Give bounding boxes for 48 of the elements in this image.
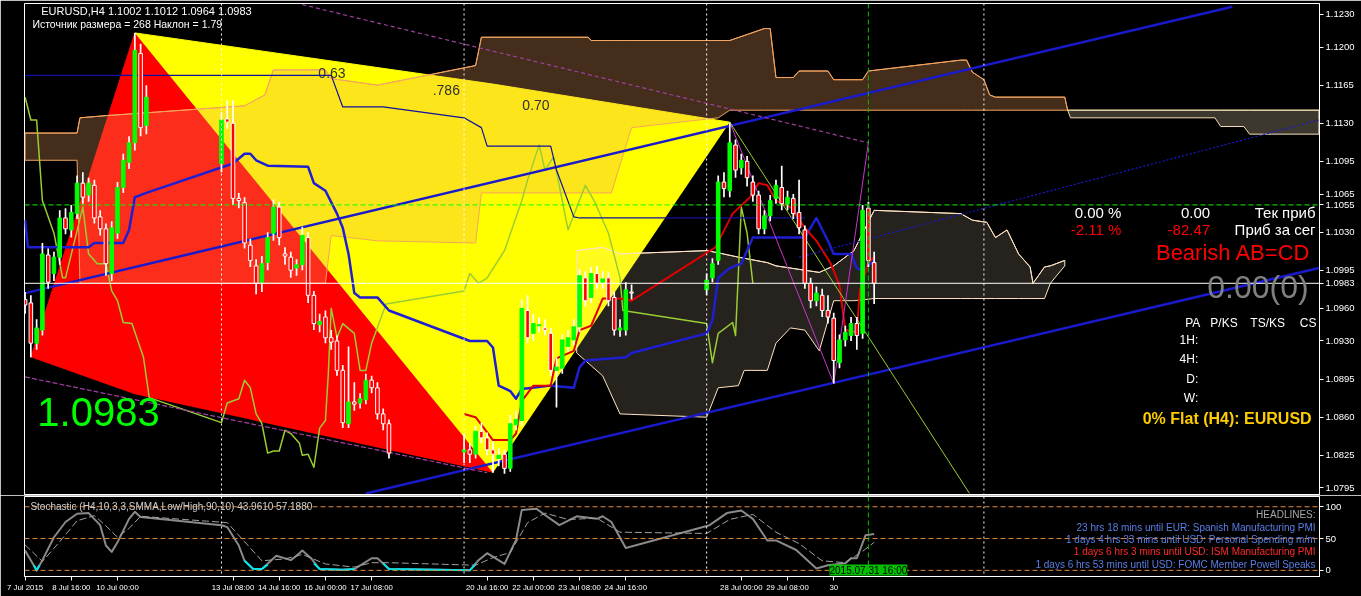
text: Источник размера = 268 Наклон = 1.79: [32, 17, 223, 30]
annotation: 0.00: [1180, 203, 1211, 221]
annotation: 1H:: [1179, 332, 1199, 347]
y-tick-label: 1.0825: [1325, 449, 1355, 461]
annotation: -2.11 %: [1070, 221, 1122, 238]
annotation: 0.63: [318, 64, 346, 81]
y-tick-label: 1.0860: [1325, 411, 1355, 423]
annotation: 1 days 6 hrs 3 mins until USD: ISM Manufacturing PMI: [1073, 546, 1316, 558]
y-tick-label: 1.0795: [1325, 481, 1355, 493]
annotation: 0.00 %: [1074, 204, 1122, 221]
annotation: 23 hrs 18 mins until EUR: Spanish Manufacturing PMI: [1076, 521, 1316, 533]
y-tick-label: 1.1065: [1325, 188, 1355, 200]
y-tick-label: 1.1200: [1325, 41, 1355, 53]
ref-line-label: 1.1055: [1325, 198, 1355, 210]
annotation: 0% Flat (H4): EURUSD: [1142, 410, 1312, 427]
annotation: PA: [1185, 315, 1201, 330]
annotation: Bearish AB=CD: [1155, 240, 1310, 265]
annotation: Приб за сег: [1234, 221, 1317, 238]
chart-title: EURUSD,H4 1.1002 1.1012 1.0964 1.0983: [41, 4, 252, 17]
y-tick-label: 50: [1325, 532, 1337, 544]
y-tick-label: 1.1230: [1325, 8, 1355, 20]
annotation: 4H:: [1179, 351, 1199, 366]
annotation: -82.47: [1167, 220, 1211, 238]
annotation: D:: [1186, 371, 1199, 386]
annotation: 0.70: [522, 96, 550, 113]
annotation: HEADLINES:: [1256, 509, 1316, 521]
ref-line-label: 2015.07.31 16:00: [829, 564, 908, 576]
annotation: W:: [1183, 390, 1199, 405]
y-tick-label: 1.1030: [1325, 226, 1355, 238]
text: Stochastic (H4,10,3,3,SMMA,Low/High,90,10) 43.9610 57.1880: [30, 501, 313, 513]
annotation: Тек приб: [1254, 204, 1316, 221]
annotation: TS/KS: [1250, 315, 1286, 330]
annotation: CS: [1299, 315, 1317, 330]
annotation: 1 days 4 hrs 33 mins until USD: Personal Spending m/m: [1066, 534, 1316, 546]
ref-line-label: 1.0983: [1325, 277, 1355, 289]
y-tick-label: 1.1130: [1325, 117, 1354, 129]
y-tick-label: 1.0995: [1325, 264, 1355, 276]
y-tick-label: 1.1165: [1325, 79, 1354, 91]
y-tick-label: 1.1095: [1325, 155, 1355, 167]
y-tick-label: 1.0895: [1325, 373, 1355, 385]
annotation: 1.0983: [37, 389, 160, 434]
y-tick-label: 1.0960: [1325, 302, 1355, 314]
y-tick-label: 0: [1325, 564, 1331, 576]
annotation: .786: [432, 81, 461, 98]
annotation: 1 days 6 hrs 53 mins until USD: FOMC Member Powell Speaks: [1035, 558, 1316, 570]
y-tick-label: 1.0930: [1325, 334, 1355, 346]
annotation: P/KS: [1210, 315, 1238, 330]
y-tick-label: 100: [1325, 500, 1342, 512]
